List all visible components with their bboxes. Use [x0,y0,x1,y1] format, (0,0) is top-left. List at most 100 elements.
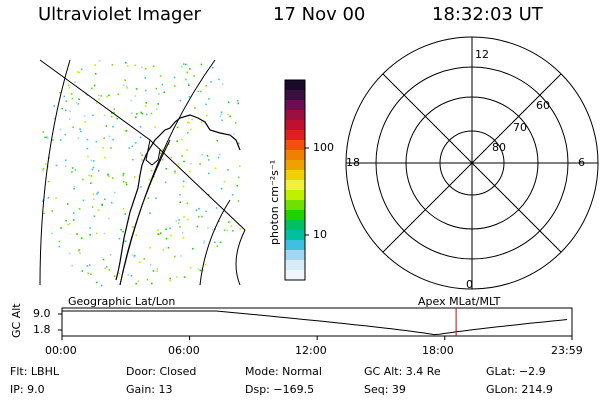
emission-dot [196,225,198,228]
emission-dot [98,94,100,97]
emission-dot [156,270,158,272]
emission-dot [110,115,113,118]
glon-info: GLon: 214.9 [486,383,553,396]
emission-dot [77,71,79,73]
emission-dot [97,191,99,194]
emission-dot [122,181,125,183]
emission-dot [82,178,84,181]
emission-dot [72,219,75,221]
emission-dot [47,180,50,183]
emission-dot [230,225,233,227]
emission-dot [122,230,124,233]
emission-dot [95,102,98,104]
emission-dot [155,108,158,111]
emission-dot [116,117,118,120]
emission-dot [139,126,142,128]
emission-dot [176,276,178,278]
emission-dot [64,159,67,162]
emission-dot [113,111,115,114]
emission-dot [81,270,84,272]
emission-dot [104,198,106,201]
emission-dot [124,239,126,242]
emission-dot [203,240,206,242]
emission-dot [174,170,176,173]
emission-dot [152,65,155,67]
emission-dot [107,173,109,176]
emission-dot [55,164,58,167]
emission-dot [91,87,93,90]
emission-dot [96,193,98,195]
emission-dot [47,197,50,199]
emission-dot [154,126,156,129]
emission-dot [165,237,168,240]
emission-dot [64,165,67,168]
emission-dot [87,272,90,275]
emission-dot [120,228,122,231]
emission-dot [75,101,78,104]
emission-dot [170,156,172,159]
emission-dot [187,218,189,221]
emission-dot [124,79,126,81]
emission-dot [219,153,221,156]
emission-dot [101,203,103,206]
emission-dot [111,112,113,114]
emission-dot [112,138,114,141]
emission-dot [188,122,190,124]
emission-dot [239,227,242,230]
emission-dot [174,85,176,87]
emission-dot [100,95,102,97]
colorbar-segment [285,240,305,251]
emission-dot [70,93,73,95]
emission-dot [165,168,168,170]
emission-dot [92,166,95,169]
emission-dot [149,246,151,249]
door-info: Door: Closed [126,365,197,378]
emission-dot [83,115,86,117]
emission-dot [169,227,171,230]
emission-dot [51,232,53,235]
orbit-xtick-label-2359: 23:59 [551,344,583,357]
emission-dot [124,213,127,215]
emission-dot [152,270,155,272]
time-label: 18:32:03 UT [432,4,543,25]
emission-dot [84,121,87,123]
filter-info: Flt: LBHL [10,365,59,378]
emission-dot [86,94,88,96]
glat-info: GLat: −2.9 [486,365,546,378]
emission-dot [69,110,71,112]
emission-dot [177,163,180,165]
emission-dot [146,278,149,281]
emission-dot [64,133,67,136]
emission-dot [90,273,92,276]
emission-dot [80,68,83,71]
emission-dot [144,105,147,107]
emission-dot [86,138,89,141]
emission-dot [96,232,98,235]
emission-dot [182,237,185,239]
emission-dot [90,182,92,184]
emission-dot [103,232,106,235]
emission-dot [206,114,208,117]
emission-dot [159,232,162,234]
emission-dot [134,64,136,66]
emission-dot [200,121,203,123]
emission-dot [216,245,219,247]
emission-dot [150,112,153,115]
date-label: 17 Nov 00 [273,4,366,25]
emission-dot [176,126,179,129]
emission-dot [114,191,116,194]
emission-dot [211,67,214,69]
emission-dot [186,202,189,205]
colorbar-frame [284,79,306,281]
emission-dot [157,103,159,105]
emission-dot [61,107,63,110]
emission-dot [69,118,71,120]
emission-dot [140,186,142,188]
emission-dot [188,84,190,86]
emission-dot [58,240,61,243]
emission-dot [132,226,134,228]
emission-dot [181,155,183,157]
emission-dot [179,99,181,102]
emission-dot [176,140,178,142]
